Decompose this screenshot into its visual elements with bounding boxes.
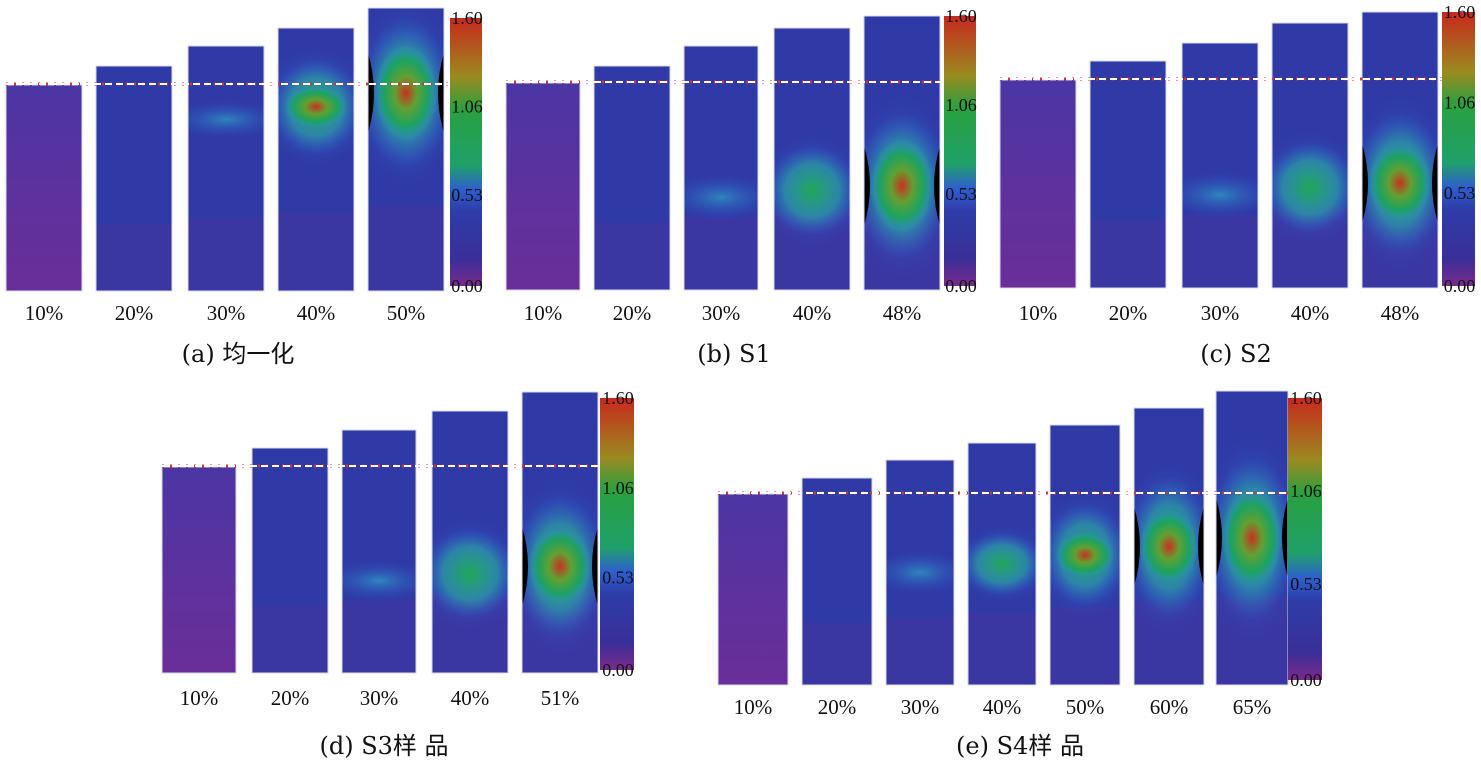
strain-label: 10%	[180, 686, 219, 710]
panel-caption: (d) S3样 品	[319, 732, 448, 760]
strain-label: 50%	[387, 301, 426, 325]
colorbar-tick-label: 0.53	[1444, 183, 1476, 203]
strain-label: 40%	[983, 695, 1022, 719]
panel-c: 10% 20% 30% 40% 48% 1.60 1.06 0.53 0.00	[999, 2, 1475, 325]
strain-label: 20%	[115, 301, 154, 325]
specimen-map	[774, 28, 850, 290]
strain-label: 50%	[1066, 695, 1105, 719]
panel-caption: (e) S4样 品	[956, 732, 1084, 760]
specimen-map	[1272, 23, 1348, 288]
panel-a: 10% 20% 30% 40% 50% 1.60 1.06 0.53 0.00	[5, 7, 483, 325]
specimen-map	[886, 460, 954, 685]
colorbar-tick-label: 0.53	[451, 185, 483, 205]
specimen-map	[1134, 408, 1204, 685]
colorbar-tick-label: 1.06	[1290, 481, 1322, 501]
strain-label: 10%	[25, 301, 64, 325]
panel-e: 10% 20% 30% 40% 50% 60% 65% 1.60 1.06 0.53 0.00	[717, 388, 1322, 719]
strain-label: 20%	[271, 686, 310, 710]
strain-label: 10%	[524, 301, 563, 325]
strain-label: 30%	[901, 695, 940, 719]
strain-label: 10%	[1019, 301, 1058, 325]
colorbar-tick-label: 1.06	[602, 478, 634, 498]
strain-label: 30%	[1201, 301, 1240, 325]
strain-label: 51%	[541, 686, 580, 710]
colorbar-tick-label: 0.00	[1290, 670, 1322, 690]
strain-label: 40%	[1291, 301, 1330, 325]
strain-label: 20%	[1109, 301, 1148, 325]
colorbar-tick-label: 1.06	[945, 95, 977, 115]
strain-label: 60%	[1150, 695, 1189, 719]
specimen-map	[1050, 425, 1120, 685]
colorbar: 1.60 1.06 0.53 0.00	[450, 8, 483, 296]
colorbar-tick-label: 1.60	[1290, 388, 1322, 408]
strain-label: 20%	[818, 695, 857, 719]
colorbar-tick-label: 0.00	[451, 276, 483, 296]
colorbar-tick-label: 1.60	[451, 8, 483, 28]
strain-label: 40%	[793, 301, 832, 325]
panel-caption: (b) S1	[697, 340, 770, 368]
specimen-map	[968, 443, 1036, 685]
specimen-map	[278, 28, 354, 291]
specimen-map	[188, 46, 264, 291]
panel-caption: (c) S2	[1200, 340, 1272, 368]
specimen-map	[1216, 391, 1288, 685]
colorbar: 1.60 1.06 0.53 0.00	[944, 6, 977, 296]
specimen-map	[718, 494, 788, 685]
strain-label: 40%	[451, 686, 490, 710]
strain-label: 20%	[613, 301, 652, 325]
panel-caption: (a) 均一化	[182, 340, 295, 368]
specimen-map	[506, 83, 580, 290]
colorbar-tick-label: 0.00	[1444, 276, 1476, 296]
specimen-map	[1362, 12, 1438, 288]
strain-label: 10%	[734, 695, 773, 719]
strain-label: 48%	[1381, 301, 1420, 325]
specimen-map	[522, 392, 598, 673]
specimen-map	[6, 85, 82, 291]
colorbar: 1.60 1.06 0.53 0.00	[1288, 388, 1322, 690]
colorbar-tick-label: 1.60	[945, 6, 977, 26]
specimen-map	[1090, 61, 1166, 288]
specimen-map	[432, 411, 508, 673]
strain-label: 48%	[883, 301, 922, 325]
colorbar-tick-label: 0.53	[1290, 574, 1322, 594]
specimen-map	[594, 66, 670, 290]
colorbar-tick-label: 0.53	[945, 184, 977, 204]
specimen-map	[864, 16, 940, 290]
specimen-map	[96, 66, 172, 291]
specimen-map	[368, 8, 444, 291]
specimen-map	[684, 46, 758, 290]
specimen-map	[1182, 43, 1258, 288]
panel-d: 10% 20% 30% 40% 51% 1.60 1.06 0.53 0.00	[161, 388, 634, 710]
strain-label: 30%	[702, 301, 741, 325]
colorbar-tick-label: 0.53	[602, 568, 634, 588]
strain-label: 30%	[207, 301, 246, 325]
specimen-map	[802, 478, 872, 685]
colorbar-tick-label: 0.00	[945, 276, 977, 296]
colorbar-tick-label: 1.06	[1444, 92, 1476, 112]
specimen-map	[342, 430, 416, 673]
strain-label: 65%	[1233, 695, 1272, 719]
strain-label: 40%	[297, 301, 336, 325]
specimen-map	[162, 467, 236, 673]
colorbar-tick-label: 0.00	[602, 660, 634, 680]
strain-label: 30%	[360, 686, 399, 710]
specimen-map	[252, 448, 328, 673]
specimen-map	[1000, 80, 1076, 288]
colorbar-tick-label: 1.60	[1444, 2, 1476, 22]
colorbar: 1.60 1.06 0.53 0.00	[1442, 2, 1475, 296]
colorbar-tick-label: 1.06	[451, 96, 483, 116]
colorbar: 1.60 1.06 0.53 0.00	[600, 388, 634, 680]
colorbar-tick-label: 1.60	[602, 388, 634, 408]
panel-b: 10% 20% 30% 40% 48% 1.60 1.06 0.53 0.00	[505, 6, 978, 325]
